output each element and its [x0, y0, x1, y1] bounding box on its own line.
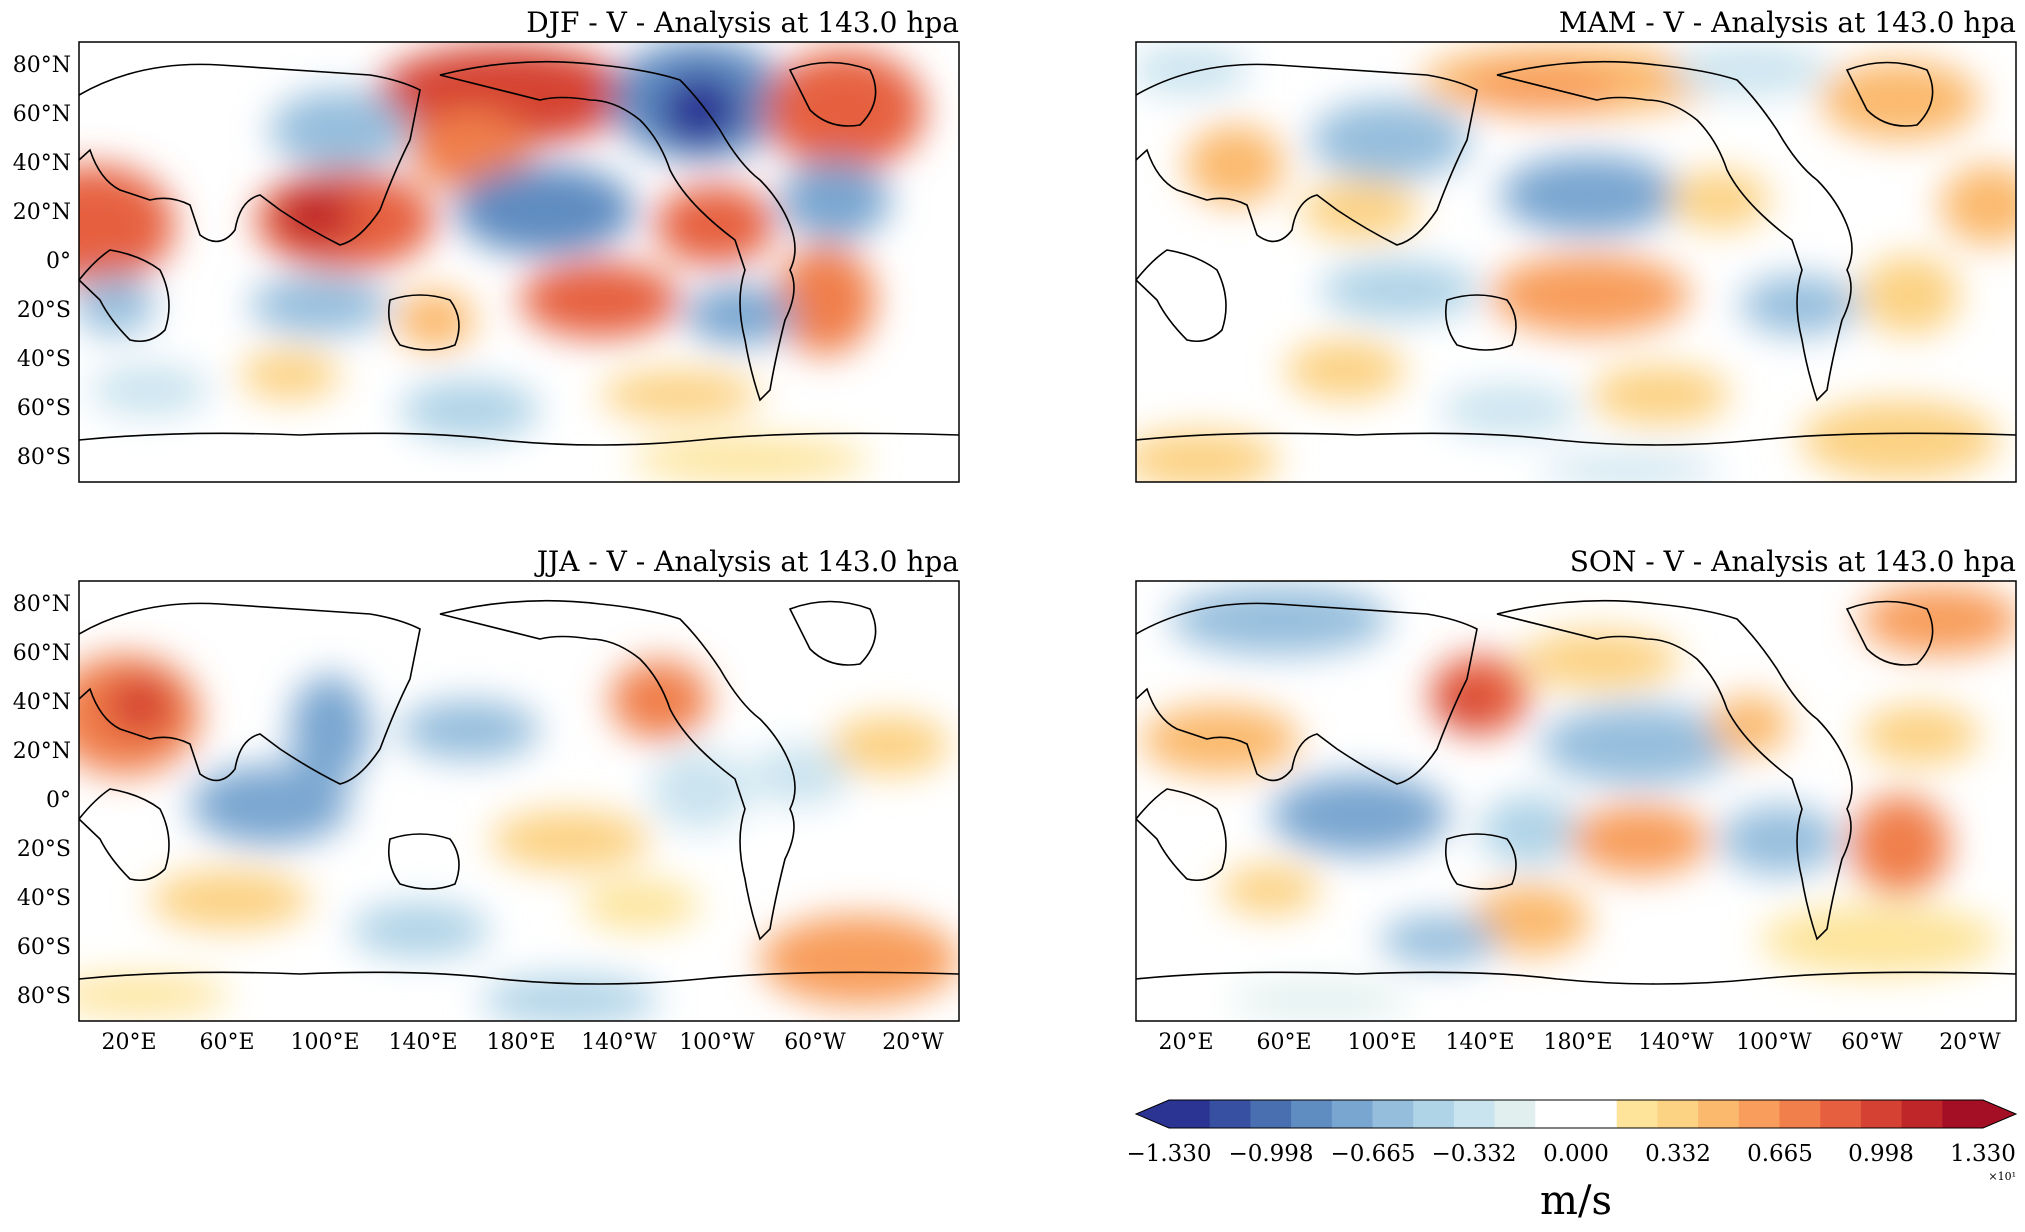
- lat-tick: 80°S: [17, 445, 71, 470]
- colorbar-segment: [1901, 1100, 1943, 1128]
- lon-tick: 100°E: [1347, 1030, 1416, 1055]
- lat-tick: 0°: [46, 788, 71, 813]
- colorbar-segment: [1657, 1100, 1699, 1128]
- lon-tick: 100°W: [1736, 1030, 1812, 1055]
- lat-tick: 20°S: [17, 298, 71, 323]
- colorbar-tick-label: 0.332: [1645, 1141, 1711, 1167]
- colorbar-segment: [1372, 1100, 1414, 1128]
- lat-tick: 20°N: [13, 739, 71, 764]
- field-jja: [79, 655, 959, 1021]
- frame-mam: [1135, 41, 2017, 483]
- lon-tick: 180°E: [486, 1030, 555, 1055]
- lon-tick: 60°W: [1841, 1030, 1903, 1055]
- colorbar-segment: [1942, 1100, 1984, 1128]
- colorbar-segment: [1779, 1100, 1821, 1128]
- colorbar-segment: [1860, 1100, 1903, 1128]
- lon-tick: 140°W: [581, 1030, 657, 1055]
- colorbar-segment: [1576, 1100, 1618, 1128]
- lon-tick: 100°E: [290, 1030, 359, 1055]
- colorbar-tick-label: −0.332: [1431, 1141, 1516, 1167]
- colorbar-segment: [1291, 1100, 1333, 1128]
- field-djf: [79, 42, 925, 482]
- lat-tick: 40°S: [17, 886, 71, 911]
- colorbar-segment: [1616, 1100, 1658, 1128]
- frame-jja: [78, 580, 960, 1022]
- lon-tick: 60°W: [784, 1030, 846, 1055]
- colorbar-segment: [1250, 1100, 1292, 1128]
- lat-axis-bottom: 80°N 60°N 40°N 20°N 0° 20°S 40°S 60°S 80…: [13, 592, 71, 1009]
- colorbar-tick-label: −0.665: [1330, 1141, 1415, 1167]
- colorbar-scale-label: ×10¹: [1988, 1170, 2016, 1183]
- colorbar-unit-label: m/s: [1540, 1178, 1612, 1224]
- coastlines-mam: [1136, 60, 2016, 446]
- frame-djf: [78, 41, 960, 483]
- panel-mam: MAM - V - Analysis at 143.0 hpa: [1135, 6, 2017, 483]
- lon-tick: 20°W: [882, 1030, 944, 1055]
- lat-tick: 60°N: [13, 102, 71, 127]
- lon-tick: 140°E: [1445, 1030, 1514, 1055]
- lon-tick: 20°E: [101, 1030, 156, 1055]
- colorbar-tick-label: 0.665: [1747, 1141, 1813, 1167]
- coastlines-djf: [79, 60, 959, 446]
- colorbar-tick-label: 0.998: [1848, 1141, 1914, 1167]
- lon-axis-right: 20°E 60°E 100°E 140°E 180°E 140°W 100°W …: [1158, 1030, 2001, 1055]
- panel-son: SON - V - Analysis at 143.0 hpa: [1135, 545, 2017, 1022]
- lat-axis-top: 80°N 60°N 40°N 20°N 0° 20°S 40°S 60°S 80…: [13, 53, 71, 470]
- field-son: [1140, 585, 2016, 1020]
- panel-djf: DJF - V - Analysis at 143.0 hpa: [78, 6, 960, 483]
- coastlines-jja: [79, 599, 959, 985]
- lat-tick: 40°S: [17, 347, 71, 372]
- colorbar-high-extend: [1983, 1100, 2016, 1128]
- colorbar-tick-label: 1.330: [1950, 1141, 2016, 1167]
- lon-tick: 140°E: [388, 1030, 457, 1055]
- colorbar-tick-label: −1.330: [1126, 1141, 1211, 1167]
- lon-tick: 60°E: [199, 1030, 254, 1055]
- colorbar-segment: [1698, 1100, 1740, 1128]
- colorbar-tick-label: 0.000: [1543, 1141, 1609, 1167]
- colorbar-segment: [1331, 1100, 1374, 1128]
- lon-tick: 20°E: [1158, 1030, 1213, 1055]
- colorbar-segment: [1535, 1100, 1577, 1128]
- colorbar-ticks: −1.330 −0.998 −0.665 −0.332 0.000 0.332 …: [1126, 1141, 2015, 1167]
- colorbar-segment: [1820, 1100, 1862, 1128]
- colorbar-tick-label: −0.998: [1228, 1141, 1313, 1167]
- lon-axis-left: 20°E 60°E 100°E 140°E 180°E 140°W 100°W …: [101, 1030, 944, 1055]
- lon-tick: 180°E: [1543, 1030, 1612, 1055]
- lon-tick: 140°W: [1638, 1030, 1714, 1055]
- field-mam: [1136, 45, 2016, 482]
- lat-tick: 60°N: [13, 641, 71, 666]
- lat-tick: 80°N: [13, 53, 71, 78]
- colorbar-segment: [1738, 1100, 1781, 1128]
- panel-title-mam: MAM - V - Analysis at 143.0 hpa: [1559, 6, 2016, 39]
- coastlines-son: [1136, 599, 2016, 985]
- lon-tick: 20°W: [1939, 1030, 2001, 1055]
- colorbar-outline: [1134, 1099, 2018, 1129]
- lat-tick: 40°N: [13, 151, 71, 176]
- panel-jja: JJA - V - Analysis at 143.0 hpa: [78, 545, 960, 1022]
- colorbar-segment: [1453, 1100, 1496, 1128]
- lon-tick: 100°W: [679, 1030, 755, 1055]
- frame-son: [1135, 580, 2017, 1022]
- lat-tick: 80°N: [13, 592, 71, 617]
- lat-tick: 20°N: [13, 200, 71, 225]
- lat-tick: 60°S: [17, 935, 71, 960]
- colorbar-segment: [1494, 1100, 1536, 1128]
- panel-title-djf: DJF - V - Analysis at 143.0 hpa: [526, 6, 959, 39]
- lat-tick: 40°N: [13, 690, 71, 715]
- colorbar-segments: [1169, 1100, 1984, 1128]
- lat-tick: 0°: [46, 249, 71, 274]
- lat-tick: 60°S: [17, 396, 71, 421]
- lat-tick: 80°S: [17, 984, 71, 1009]
- lon-tick: 60°E: [1256, 1030, 1311, 1055]
- colorbar-low-extend: [1136, 1100, 1169, 1128]
- colorbar-segment: [1209, 1100, 1251, 1128]
- colorbar-segment: [1413, 1100, 1455, 1128]
- colorbar-segment: [1169, 1100, 1211, 1128]
- colorbar: −1.330 −0.998 −0.665 −0.332 0.000 0.332 …: [1126, 1099, 2018, 1224]
- lat-tick: 20°S: [17, 837, 71, 862]
- panel-title-son: SON - V - Analysis at 143.0 hpa: [1570, 545, 2016, 578]
- panel-title-jja: JJA - V - Analysis at 143.0 hpa: [534, 545, 959, 578]
